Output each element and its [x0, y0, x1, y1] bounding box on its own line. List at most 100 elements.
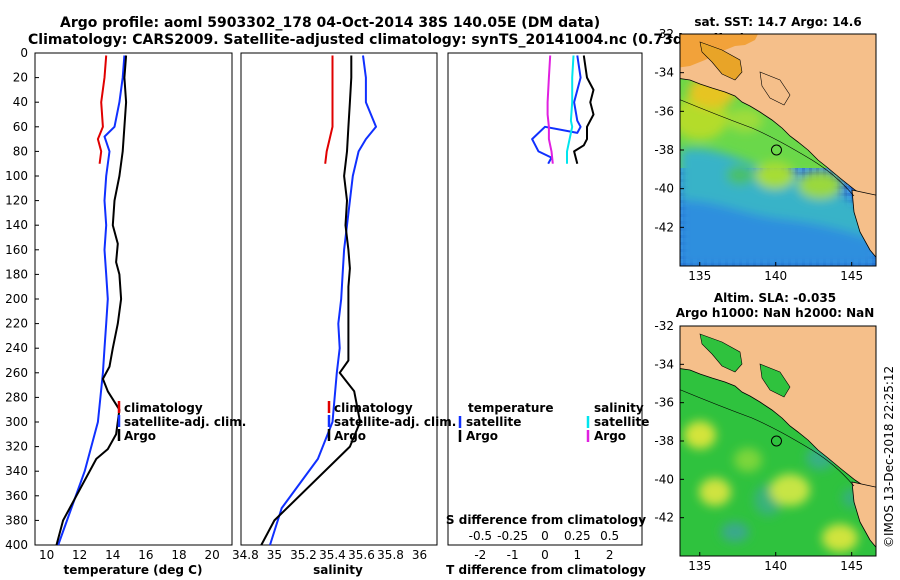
legend-label-satellite: satellite-adj. clim. — [334, 415, 456, 429]
x-tick-label: 12 — [72, 548, 87, 562]
latitude-tick-label: -40 — [654, 472, 674, 486]
depth-tick-label: 60 — [13, 120, 28, 134]
longitude-tick-label: 135 — [688, 559, 711, 573]
depth-tick-label: 180 — [5, 267, 28, 281]
x-tick-label: 35.4 — [319, 548, 346, 562]
legend-label-argo: Argo — [124, 429, 156, 443]
difference-panel: -2 -1 0 1 2 -0.5 -0.25 0 0.25 0.5 S difference f… — [446, 52, 649, 577]
t-difference-tick-labels: -2 -1 0 1 2 — [474, 548, 613, 562]
depth-tick-label: 160 — [5, 243, 28, 257]
longitude-tick-label: 140 — [764, 269, 787, 283]
legend-label-sal-satellite: satellite — [594, 415, 649, 429]
temperature-axes-box — [34, 52, 233, 546]
depth-tick-label: 100 — [5, 169, 28, 183]
depth-tick-labels: 0 20 40 60 80 100 120 140 160 180 200 220 240 260 280 3… — [5, 46, 39, 552]
temperature-tick-labels: 10 12 14 16 18 20 — [39, 548, 220, 562]
sla-map: Altim. SLA: -0.035 Argo h1000: NaN h2000… — [654, 291, 877, 573]
imos-credit: ©IMOS 13-Dec-2018 22:25:12 — [882, 366, 896, 548]
sst-map-tick-labels: 135 140 145 -32 -34 -36 -38 -40 -42 — [654, 27, 863, 283]
x-tick-label: 20 — [204, 548, 219, 562]
x-tick-label: 34.8 — [232, 548, 259, 562]
depth-tick-label: 380 — [5, 513, 28, 527]
sst-map: sat. SST: 14.7 Argo: 14.6 — [654, 15, 877, 283]
series-line-salinity-satellite — [566, 55, 575, 164]
legend-label-climatology: climatology — [124, 401, 203, 415]
depth-tick-label: 300 — [5, 415, 28, 429]
x-tick-label: 14 — [105, 548, 120, 562]
sst-map-image — [680, 34, 876, 266]
x-tick-label: -0.5 — [469, 529, 492, 543]
longitude-tick-label: 135 — [688, 269, 711, 283]
legend-label-argo: Argo — [334, 429, 366, 443]
figure-title-line2: Climatology: CARS2009. Satellite-adjuste… — [28, 32, 746, 48]
series-line-satellite-adj-clim- — [269, 55, 377, 546]
latitude-tick-label: -36 — [654, 396, 674, 410]
legend-label-sal-argo: Argo — [594, 429, 626, 443]
depth-tick-label: 120 — [5, 194, 28, 208]
depth-tick-label: 240 — [5, 341, 28, 355]
x-tick-label: 16 — [138, 548, 153, 562]
depth-tick-label: 200 — [5, 292, 28, 306]
x-tick-label: 35.2 — [290, 548, 317, 562]
latitude-tick-label: -34 — [654, 66, 674, 80]
figure-title-line1: Argo profile: aoml 5903302_178 04-Oct-20… — [60, 15, 600, 31]
s-difference-axis-label: S difference from climatology — [446, 513, 646, 527]
latitude-tick-label: -38 — [654, 143, 674, 157]
latitude-tick-label: -38 — [654, 434, 674, 448]
latitude-tick-label: -32 — [654, 319, 674, 333]
legend-label-satellite: satellite-adj. clim. — [124, 415, 246, 429]
salinity-axis-label: salinity — [313, 563, 363, 577]
salinity-series — [260, 55, 377, 546]
x-tick-label: 0.25 — [564, 529, 591, 543]
series-line-temperature-satellite — [531, 55, 582, 165]
argo-location-marker — [770, 144, 782, 156]
depth-tick-label: 140 — [5, 218, 28, 232]
depth-tick-label: 220 — [5, 317, 28, 331]
depth-tick-label: 40 — [13, 95, 28, 109]
legend-title-temperature: temperature — [468, 401, 553, 415]
salinity-tick-labels: 34.8 35 35.2 35.4 35.6 35.8 36 — [232, 548, 427, 562]
latitude-tick-label: -42 — [654, 220, 674, 234]
salinity-legend: climatology satellite-adj. clim. Argo — [327, 401, 456, 443]
x-tick-label: -1 — [507, 548, 519, 562]
latitude-tick-label: -42 — [654, 511, 674, 525]
series-line-argo — [260, 55, 362, 546]
depth-tick-label: 340 — [5, 464, 28, 478]
legend-label-temp-argo: Argo — [466, 429, 498, 443]
x-tick-label: 10 — [39, 548, 54, 562]
depth-tick-label: 260 — [5, 366, 28, 380]
x-tick-label: 0.5 — [600, 529, 619, 543]
latitude-tick-label: -40 — [654, 182, 674, 196]
temperature-legend: climatology satellite-adj. clim. Argo — [117, 401, 246, 443]
legend-label-climatology: climatology — [334, 401, 413, 415]
sla-map-tick-labels: 135 140 145 -32 -34 -36 -38 -40 -42 — [654, 319, 863, 573]
salinity-axes-box — [240, 52, 438, 546]
difference-series — [531, 55, 595, 165]
depth-tick-label: 0 — [20, 46, 28, 60]
temperature-panel: 0 20 40 60 80 100 120 140 160 180 200 220 240 260 280 3… — [5, 46, 246, 577]
salinity-panel: 34.8 35 35.2 35.4 35.6 35.8 36 salinity climat… — [232, 52, 456, 577]
difference-legend: temperature satellite Argo salinity sate… — [458, 401, 649, 443]
x-tick-label: 0 — [541, 529, 549, 543]
x-tick-label: 2 — [606, 548, 614, 562]
temperature-axis-label: temperature (deg C) — [64, 563, 203, 577]
x-tick-label: 1 — [574, 548, 582, 562]
longitude-tick-label: 140 — [764, 559, 787, 573]
depth-tick-label: 360 — [5, 489, 28, 503]
depth-tick-label: 80 — [13, 144, 28, 158]
t-difference-axis-label: T difference from climatology — [446, 563, 646, 577]
series-line-temperature-argo — [573, 55, 595, 164]
series-line-argo — [55, 55, 128, 546]
depth-tick-label: 320 — [5, 440, 28, 454]
series-line-salinity-argo — [546, 55, 554, 164]
sla-map-title: Altim. SLA: -0.035 — [714, 291, 836, 305]
s-difference-tick-labels: -0.5 -0.25 0 0.25 0.5 — [469, 529, 620, 543]
argo-location-marker — [770, 435, 782, 447]
temperature-series — [55, 55, 128, 546]
series-line-climatology — [96, 55, 108, 164]
x-tick-label: -2 — [474, 548, 486, 562]
longitude-tick-label: 145 — [840, 559, 863, 573]
series-line-satellite-adj-clim- — [57, 55, 126, 546]
depth-tick-label: 280 — [5, 390, 28, 404]
x-tick-label: 36 — [412, 548, 427, 562]
